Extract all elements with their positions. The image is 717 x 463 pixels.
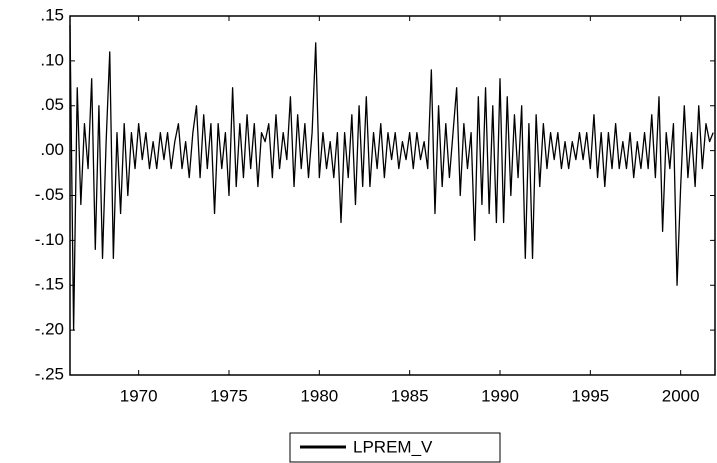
- x-tick-label: 2000: [662, 386, 700, 405]
- x-tick-label: 1990: [481, 386, 519, 405]
- y-tick-label: -.25: [35, 364, 64, 383]
- y-tick-label: -.15: [35, 275, 64, 294]
- y-tick-label: -.05: [35, 185, 64, 204]
- plot-frame: [69, 15, 716, 376]
- y-tick-label: .05: [40, 95, 64, 114]
- y-tick-label: .10: [40, 50, 64, 69]
- x-tick-label: 1995: [571, 386, 609, 405]
- legend-label: LPREM_V: [353, 437, 433, 456]
- y-tick-label: .15: [40, 5, 64, 24]
- x-tick-label: 1975: [210, 386, 248, 405]
- x-tick-label: 1985: [391, 386, 429, 405]
- y-tick-label: -.10: [35, 230, 64, 249]
- x-tick-label: 1970: [120, 386, 158, 405]
- x-tick-label: 1980: [300, 386, 338, 405]
- data-line: [69, 24, 714, 331]
- y-tick-label: .00: [40, 140, 64, 159]
- y-tick-label: -.20: [35, 320, 64, 339]
